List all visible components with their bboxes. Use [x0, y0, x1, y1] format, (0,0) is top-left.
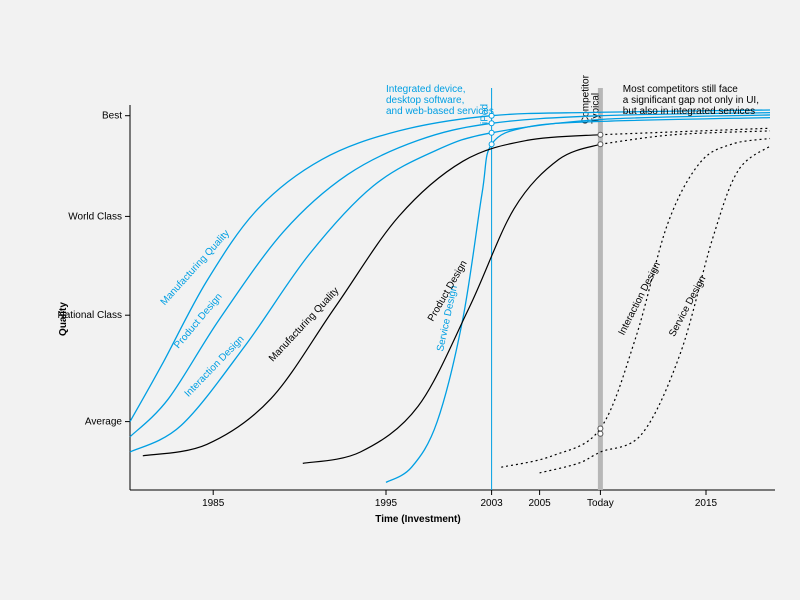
y-axis-label: Quality	[58, 302, 69, 336]
note-competitors: a significant gap not only in UI,	[623, 95, 759, 106]
today-marker	[598, 426, 603, 431]
ipod-marker	[489, 142, 494, 147]
x-tick-label: 2003	[480, 498, 503, 509]
x-tick-label: 1985	[202, 498, 225, 509]
y-tick-label: World Class	[68, 211, 122, 222]
note-integrated: Integrated device,	[386, 84, 466, 95]
note-competitors: but also in integrated services	[623, 106, 755, 117]
ipod-marker	[489, 130, 494, 135]
quality-time-chart: AverageNational ClassWorld ClassBestQual…	[0, 0, 800, 600]
x-tick-label: Today	[587, 498, 614, 509]
ipod-marker	[489, 121, 494, 126]
today-marker	[598, 142, 603, 147]
x-tick-label: 2015	[695, 498, 718, 509]
today-marker	[598, 132, 603, 137]
note-competitors: Most competitors still face	[623, 84, 738, 95]
today-marker	[598, 431, 603, 436]
x-axis-label: Time (Investment)	[375, 514, 460, 525]
y-tick-label: Best	[102, 111, 122, 122]
x-tick-label: 2005	[528, 498, 551, 509]
note-integrated: and web-based services	[386, 106, 494, 117]
y-tick-label: Average	[85, 417, 123, 428]
note-integrated: desktop software,	[386, 95, 464, 106]
x-tick-label: 1995	[375, 498, 398, 509]
